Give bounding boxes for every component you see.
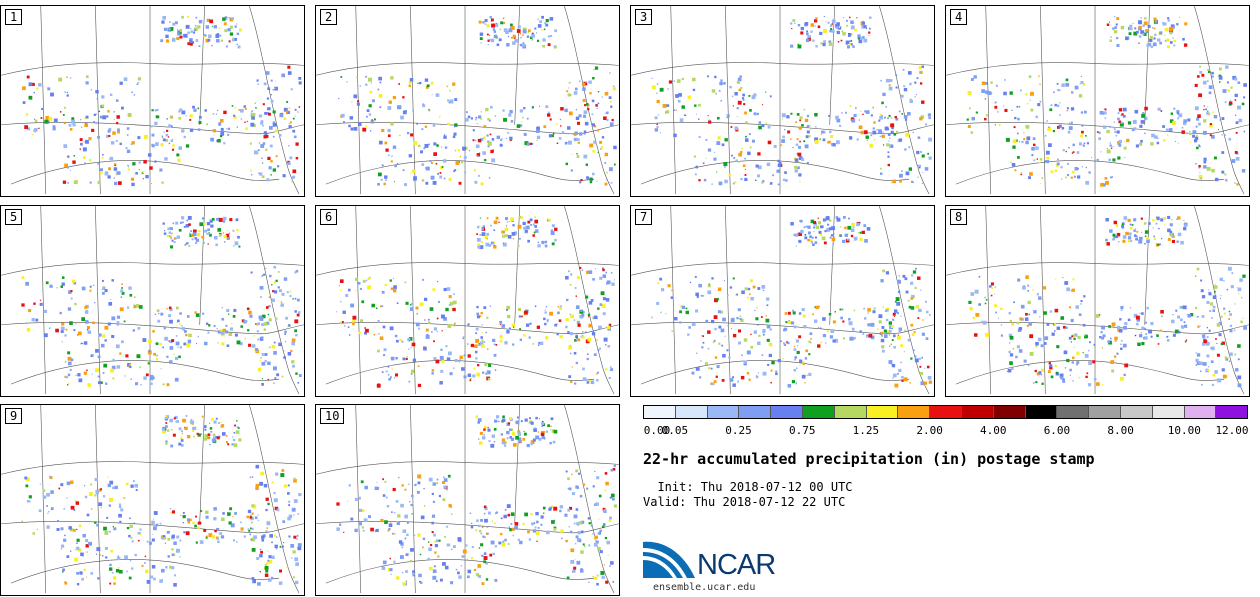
map-graphic bbox=[316, 6, 619, 195]
map-panel-4: 4 bbox=[945, 5, 1250, 197]
map-panel-8: 8 bbox=[945, 205, 1250, 397]
colorbar-tick-label: 2.00 bbox=[916, 424, 943, 437]
colorbar-swatch bbox=[834, 406, 867, 418]
map-graphic bbox=[1, 6, 304, 195]
colorbar-tick-label: 8.00 bbox=[1107, 424, 1134, 437]
map-panel-1: 1 bbox=[0, 5, 305, 197]
colorbar-tick-label: 0.05 bbox=[661, 424, 689, 437]
colorbar-swatch bbox=[898, 406, 931, 418]
colorbar-tick-label: 10.00 bbox=[1167, 424, 1201, 437]
colorbar-tick-label: 0.25 bbox=[725, 424, 752, 437]
init-time: Init: Thu 2018-07-12 00 UTC bbox=[643, 480, 853, 494]
colorbar-swatch bbox=[930, 406, 962, 418]
colorbar-tick-label: 12.00 bbox=[1215, 424, 1249, 437]
colorbar-swatch bbox=[675, 406, 708, 418]
map-panel-5: 5 bbox=[0, 205, 305, 397]
map-graphic bbox=[1, 206, 304, 395]
colorbar-swatch bbox=[866, 406, 899, 418]
colorbar-swatch bbox=[802, 406, 835, 418]
map-panel-7: 7 bbox=[630, 205, 935, 397]
colorbar-swatch bbox=[993, 406, 1026, 418]
colorbar-tick-label: 4.00 bbox=[980, 424, 1007, 437]
map-panel-3: 3 bbox=[630, 5, 935, 197]
colorbar-swatch bbox=[1152, 406, 1185, 418]
map-graphic bbox=[946, 206, 1249, 395]
panel-label: 4 bbox=[950, 9, 968, 25]
colorbar-swatch bbox=[961, 406, 994, 418]
map-graphic bbox=[631, 6, 934, 195]
colorbar-swatch bbox=[771, 406, 803, 418]
colorbar-swatch bbox=[1089, 406, 1121, 418]
panel-label: 5 bbox=[5, 209, 23, 225]
map-graphic bbox=[631, 206, 934, 395]
colorbar-swatch bbox=[1025, 406, 1058, 418]
panel-label: 9 bbox=[5, 408, 23, 424]
map-graphic bbox=[946, 6, 1249, 195]
map-graphic bbox=[316, 206, 619, 395]
logo-text: NCAR bbox=[697, 549, 776, 581]
map-panel-10: 10 bbox=[315, 404, 620, 596]
chart-title: 22-hr accumulated precipitation (in) pos… bbox=[643, 450, 1095, 468]
colorbar-swatch bbox=[739, 406, 772, 418]
colorbar-swatch bbox=[1057, 406, 1090, 418]
panel-label: 6 bbox=[320, 209, 338, 225]
colorbar-tick-label: 0.00 bbox=[643, 424, 671, 437]
colorbar-swatch bbox=[644, 406, 676, 418]
colorbar-swatch bbox=[707, 406, 740, 418]
map-panel-6: 6 bbox=[315, 205, 620, 397]
map-panel-2: 2 bbox=[315, 5, 620, 197]
valid-time: Valid: Thu 2018-07-12 22 UTC bbox=[643, 495, 846, 509]
panel-label: 1 bbox=[5, 9, 23, 25]
map-panel-9: 9 bbox=[0, 404, 305, 596]
panel-label: 2 bbox=[320, 9, 338, 25]
colorbar-tick-label: 1.25 bbox=[852, 424, 880, 437]
panel-label: 8 bbox=[950, 209, 968, 225]
ncar-logo-icon bbox=[643, 541, 695, 578]
precip-colorbar bbox=[643, 405, 1248, 419]
map-graphic bbox=[316, 405, 619, 594]
website-url: ensemble.ucar.edu bbox=[653, 582, 756, 593]
map-graphic bbox=[1, 405, 304, 594]
colorbar-tick-label: 0.75 bbox=[788, 424, 816, 437]
panel-label: 7 bbox=[635, 209, 653, 225]
colorbar-tick-label: 6.00 bbox=[1043, 424, 1071, 437]
colorbar-swatch bbox=[1120, 406, 1153, 418]
colorbar-swatch bbox=[1184, 406, 1217, 418]
colorbar-swatch bbox=[1216, 406, 1248, 418]
panel-label: 3 bbox=[635, 9, 653, 25]
panel-label: 10 bbox=[320, 408, 345, 424]
